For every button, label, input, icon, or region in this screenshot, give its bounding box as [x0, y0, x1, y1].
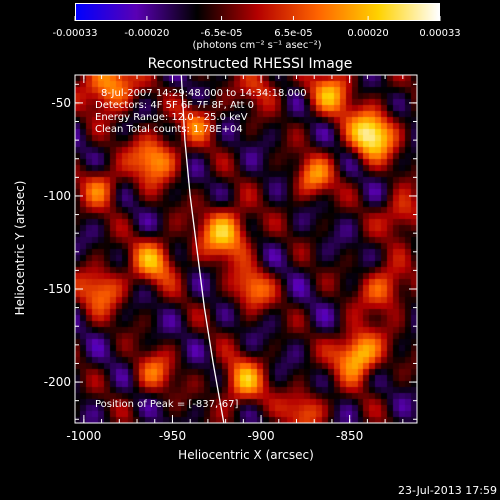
colorbar-tick-label: -0.00020: [124, 28, 169, 39]
x-tick-label: -900: [247, 429, 274, 443]
annotation-energy: Energy Range: 12.0 - 25.0 keV: [95, 112, 248, 123]
y-tick-label: -100: [44, 189, 71, 203]
annotation-time: 8-Jul-2007 14:29:48.000 to 14:34:18.000: [101, 88, 307, 99]
colorbar: [75, 3, 440, 21]
colorbar-tick-label: 0.00033: [419, 28, 460, 39]
y-axis-label: Heliocentric Y (arcsec): [13, 181, 27, 316]
y-tick-label: -50: [51, 96, 71, 110]
y-tick-label: -150: [44, 282, 71, 296]
colorbar-tick-label: 6.5e-05: [274, 28, 312, 39]
colorbar-tick-label: 0.00020: [347, 28, 388, 39]
colorbar-tick-label: -0.00033: [53, 28, 98, 39]
x-tick-label: -950: [159, 429, 186, 443]
colorbar-tick-label: -6.5e-05: [201, 28, 243, 39]
annotation-detectors: Detectors: 4F 5F 6F 7F 8F, Att 0: [95, 100, 254, 111]
plot-frame: [74, 74, 418, 424]
plot-area: [75, 74, 417, 424]
x-axis-label: Heliocentric X (arcsec): [178, 448, 314, 462]
x-tick-label: -1000: [66, 429, 101, 443]
y-tick-label: -200: [44, 375, 71, 389]
x-tick-label: -850: [336, 429, 363, 443]
colorbar-unit-label: (photons cm⁻² s⁻¹ asec⁻²): [192, 40, 321, 51]
footer-timestamp: 23-Jul-2013 17:59: [397, 484, 497, 497]
limb-curve: [180, 74, 225, 424]
colorbar-ticks: -0.00033 -0.00020 -6.5e-05 6.5e-05 0.00020 0.…: [53, 16, 461, 39]
annotations: 8-Jul-2007 14:29:48.000 to 14:34:18.000 …: [95, 88, 307, 410]
axes: -1000 -950 -900 -850 -50 -100 -150 -200: [44, 74, 418, 443]
annotation-peak: Position of Peak = [-837,-67]: [95, 399, 239, 410]
chart-title: Reconstructed RHESSI Image: [148, 56, 353, 72]
heatmap-image: [75, 75, 417, 423]
annotation-counts: Clean Total counts: 1.78E+04: [95, 124, 243, 135]
